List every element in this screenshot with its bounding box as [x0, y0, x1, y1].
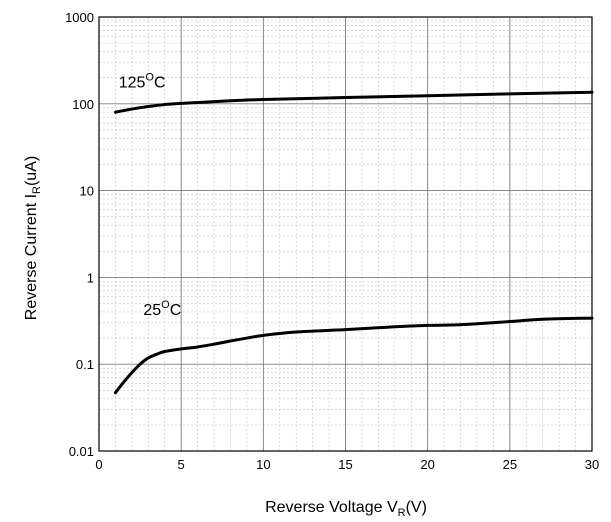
series-line-1: [113, 316, 594, 395]
x-tick-label: 20: [420, 457, 434, 472]
y-tick-label: 100: [72, 97, 94, 112]
y-tick-label: 10: [80, 184, 94, 199]
series-label-0: 125OC: [119, 71, 166, 91]
x-tick-label: 30: [585, 457, 599, 472]
series-layer: [113, 90, 594, 395]
x-tick-label: 5: [178, 457, 185, 472]
x-axis-title: Reverse Voltage VR(V): [265, 499, 427, 519]
x-tick-labels: 0 5 10 15 20 25 30: [95, 457, 599, 472]
y-axis-title: Reverse Current IR(uA): [23, 156, 43, 320]
major-grid: [99, 17, 592, 451]
y-tick-labels: 0.01 0.1 1 10 100 1000: [65, 10, 94, 459]
x-tick-label: 15: [338, 457, 352, 472]
series-label-1: 25OC: [143, 299, 181, 319]
y-tick-label: 1000: [65, 10, 94, 25]
x-tick-label: 25: [503, 457, 517, 472]
series-annotations: 125OC 25OC: [119, 71, 182, 319]
minor-grid: [99, 17, 592, 451]
x-tick-label: 10: [256, 457, 270, 472]
x-tick-label: 0: [95, 457, 102, 472]
y-tick-label: 1: [87, 270, 94, 285]
series-line-0: [113, 90, 594, 114]
plot-frame: [98, 16, 593, 452]
y-tick-label: 0.01: [69, 444, 94, 459]
y-tick-label: 0.1: [76, 357, 94, 372]
